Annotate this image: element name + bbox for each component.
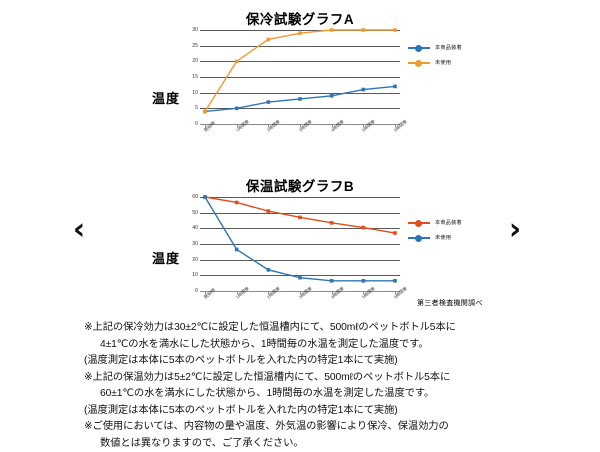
footnote-line: ※ご使用においては、内容物の量や温度、外気温の影響により保冷、保温効力の (84, 419, 524, 436)
series-line (205, 197, 395, 233)
y-axis-tick-label: 60 (172, 194, 198, 200)
data-point-marker[interactable] (393, 231, 397, 235)
data-point-marker[interactable] (298, 31, 302, 35)
y-axis-tick-label: 10 (172, 272, 198, 278)
data-point-marker[interactable] (298, 97, 302, 101)
legend-marker-icon (408, 58, 430, 68)
data-point-marker[interactable] (362, 226, 366, 230)
y-axis-tick-label: 30 (172, 27, 198, 33)
y-axis-tick-label: 0 (172, 121, 198, 127)
chart-b-title: 保温試験グラフB (0, 175, 600, 193)
legend-label: 本商品装着 (435, 219, 462, 226)
legend-item[interactable]: 未使用 (408, 55, 462, 70)
y-axis-tick-label: 0 (172, 288, 198, 294)
y-axis-tick-label: 15 (172, 74, 198, 80)
footnote-line: (温度測定は本体に5本のペットボトルを入れた内の特定1本にて実施) (84, 403, 524, 420)
y-axis-tick-label: 10 (172, 90, 198, 96)
data-point-marker[interactable] (393, 279, 397, 283)
y-axis-tick-label: 5 (172, 105, 198, 111)
footnote-line: ※上記の保冷効力は30±2℃に設定した恒温槽内にて、500mℓのペットボトル5本… (84, 320, 524, 337)
data-point-marker[interactable] (330, 94, 334, 98)
legend-item[interactable]: 本商品装着 (408, 40, 462, 55)
chart-a-title: 保冷試験グラフA (0, 8, 600, 26)
data-point-marker[interactable] (330, 279, 334, 283)
footnotes: ※上記の保冷効力は30±2℃に設定した恒温槽内にて、500mℓのペットボトル5本… (84, 320, 524, 452)
data-point-marker[interactable] (235, 107, 239, 111)
legend-label: 未使用 (435, 234, 451, 241)
data-point-marker[interactable] (330, 221, 334, 225)
y-axis-tick-label: 25 (172, 43, 198, 49)
source-note: 第三者検査機関調べ (417, 298, 483, 308)
y-axis-tick-label: 50 (172, 210, 198, 216)
y-axis-tick-label: 40 (172, 225, 198, 231)
footnote-line: ※上記の保温効力は5±2℃に設定した恒温槽内にて、500mℓのペットボトル5本に (84, 370, 524, 387)
footnote-line: (温度測定は本体に5本のペットボトルを入れた内の特定1本にて実施) (84, 353, 524, 370)
legend-label: 未使用 (435, 59, 451, 66)
y-axis-tick-label: 20 (172, 257, 198, 263)
series-layer (200, 197, 400, 291)
chart-a-legend: 本商品装着 未使用 (408, 40, 462, 70)
footnote-line: 60±1℃の水を満水にした状態から、1時間毎の水温を測定した温度です。 (84, 386, 524, 403)
series-line (205, 197, 395, 281)
legend-label: 本商品装着 (435, 44, 462, 51)
y-axis-tick-label: 20 (172, 58, 198, 64)
data-point-marker[interactable] (362, 279, 366, 283)
data-point-marker[interactable] (362, 88, 366, 92)
footnote-line: 4±1℃の水を満水にした状態から、1時間毎の水温を測定した温度です。 (84, 337, 524, 354)
y-axis-tick-label: 30 (172, 241, 198, 247)
series-layer (200, 30, 400, 124)
data-point-marker[interactable] (267, 100, 271, 104)
data-point-marker[interactable] (330, 28, 334, 32)
data-point-marker[interactable] (267, 209, 271, 213)
data-point-marker[interactable] (267, 268, 271, 272)
data-point-marker[interactable] (235, 201, 239, 205)
data-point-marker[interactable] (235, 60, 239, 64)
legend-item[interactable]: 未使用 (408, 230, 462, 245)
data-point-marker[interactable] (267, 38, 271, 42)
data-point-marker[interactable] (203, 110, 207, 114)
legend-item[interactable]: 本商品装着 (408, 215, 462, 230)
data-point-marker[interactable] (203, 195, 207, 199)
legend-marker-icon (408, 233, 430, 243)
chart-b-legend: 本商品装着 未使用 (408, 215, 462, 245)
legend-marker-icon (408, 218, 430, 228)
data-point-marker[interactable] (393, 28, 397, 32)
legend-marker-icon (408, 43, 430, 53)
data-point-marker[interactable] (393, 85, 397, 89)
data-point-marker[interactable] (298, 276, 302, 280)
data-point-marker[interactable] (298, 216, 302, 220)
data-point-marker[interactable] (235, 248, 239, 252)
data-point-marker[interactable] (362, 28, 366, 32)
